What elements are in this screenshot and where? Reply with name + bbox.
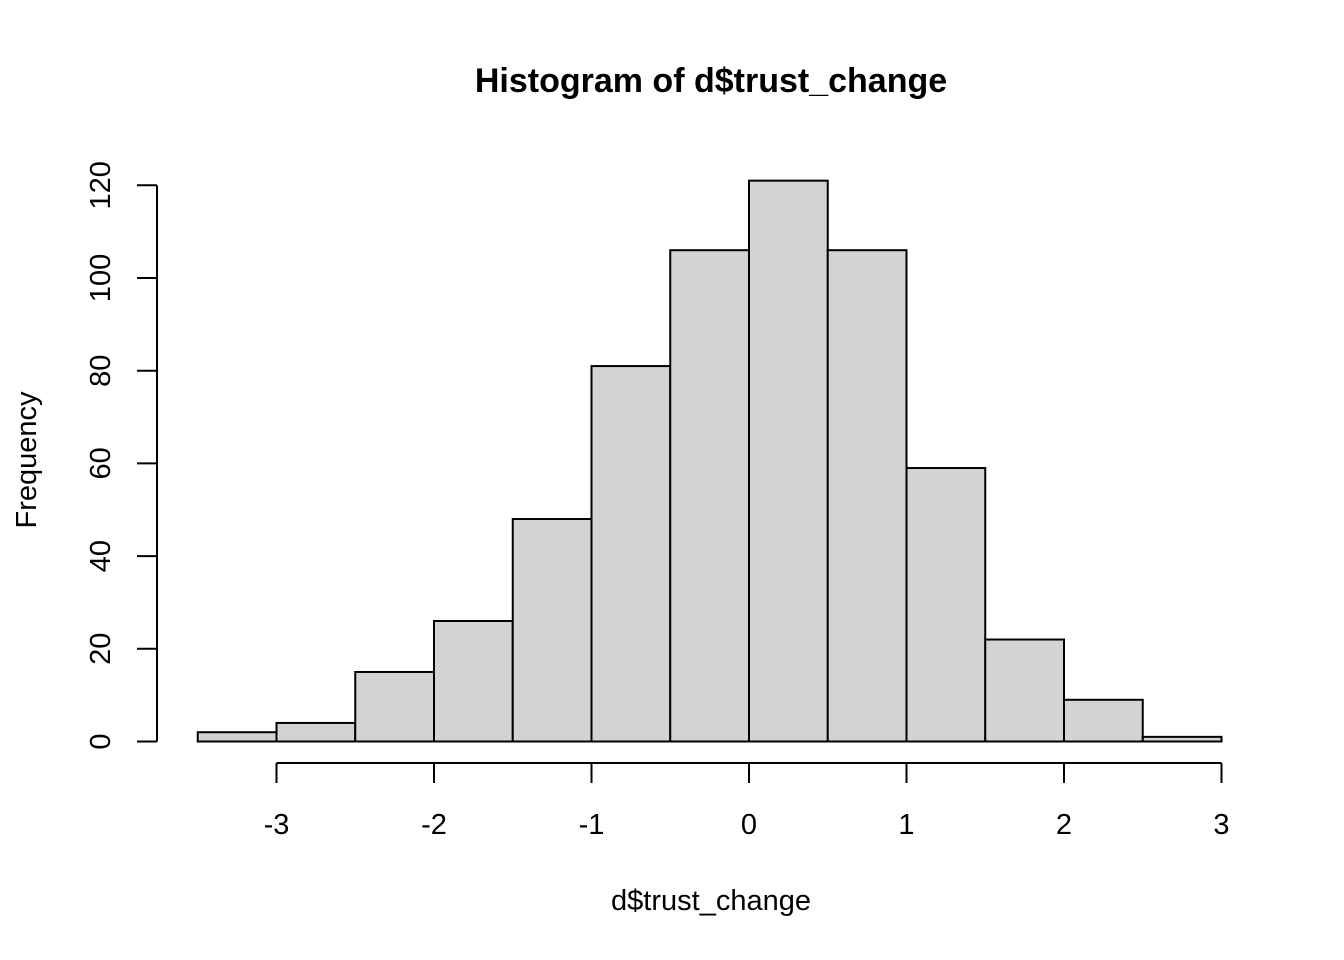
y-tick-label: 60 [85, 447, 117, 479]
y-tick-label: 120 [85, 161, 117, 209]
y-tick-label: 0 [85, 733, 117, 749]
histogram-bar [196, 731, 278, 743]
y-axis-label: Frequency [11, 391, 43, 529]
histogram-bar [1063, 698, 1144, 743]
x-tick-label: 1 [898, 809, 914, 841]
histogram-bar [669, 249, 750, 743]
chart-title: Histogram of d$trust_change [475, 62, 947, 100]
histogram-bar [354, 670, 435, 743]
x-tick-label: -2 [421, 809, 447, 841]
y-axis: 0 20 40 60 80 100 120 [85, 161, 158, 750]
x-tick-label: 2 [1056, 809, 1072, 841]
histogram-bar [433, 619, 514, 743]
histogram-bar [984, 638, 1065, 743]
x-tick-label: -1 [579, 809, 605, 841]
bars-group [196, 179, 1223, 743]
histogram-bar [748, 179, 829, 743]
x-axis: -3 -2 -1 0 1 2 3 [264, 762, 1230, 841]
y-tick-label: 100 [85, 254, 117, 302]
histogram-bar [511, 518, 593, 743]
histogram-bar [826, 249, 908, 743]
histogram-bar [275, 721, 357, 743]
x-axis-label: d$trust_change [611, 885, 811, 917]
x-tick-label: 3 [1213, 809, 1229, 841]
histogram-bar [1141, 735, 1223, 743]
y-tick-label: 40 [85, 540, 117, 572]
x-tick-label: -3 [264, 809, 290, 841]
y-tick-label: 20 [85, 633, 117, 665]
x-tick-label: 0 [741, 809, 757, 841]
histogram-bar [905, 467, 987, 743]
histogram-bar [590, 365, 672, 743]
y-tick-label: 80 [85, 355, 117, 387]
